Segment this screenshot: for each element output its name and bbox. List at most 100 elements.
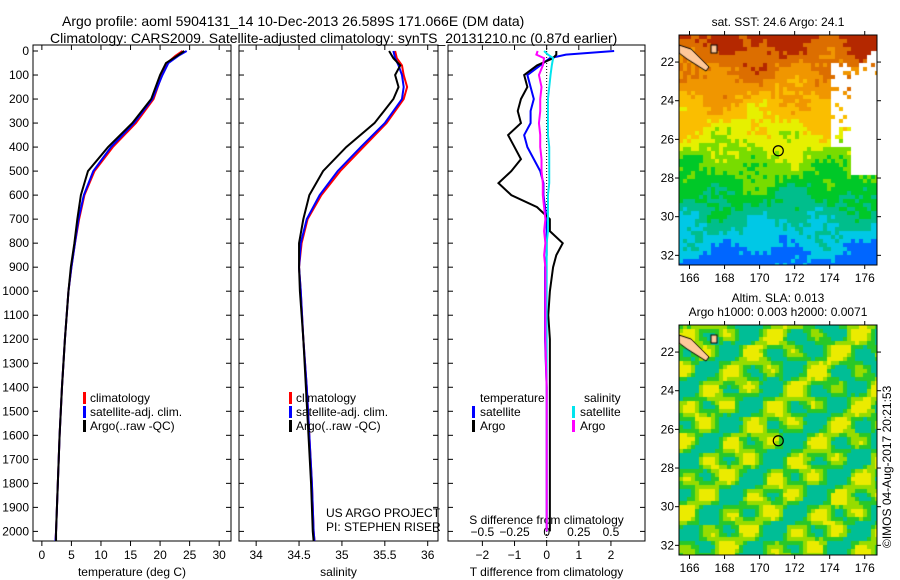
legend-salinity-title: salinity xyxy=(584,391,621,405)
x-tick-label: 34 xyxy=(249,548,263,562)
figure-subtitle: Climatology: CARS2009. Satellite-adjuste… xyxy=(50,30,618,46)
series-line-salinity-argo xyxy=(535,50,548,532)
sla-map-title-2: Argo h1000: 0.003 h2000: 0.0071 xyxy=(688,305,868,319)
legend-swatch xyxy=(83,392,86,404)
x-axis-label: salinity xyxy=(320,565,357,579)
lon-tick-label: 172 xyxy=(785,271,805,285)
x-tick-label: 5 xyxy=(68,548,75,562)
y-tick-label: 1100 xyxy=(3,308,29,322)
legend-swatch xyxy=(83,420,86,432)
profile-plots: 0100200300400500600700800900100011001200… xyxy=(2,44,646,579)
lon-tick-label: 176 xyxy=(855,271,875,285)
x-axis-label: temperature (deg C) xyxy=(78,565,186,579)
figure-title: Argo profile: aoml 5904131_14 10-Dec-201… xyxy=(62,13,525,29)
x-tick-label: 30 xyxy=(212,548,226,562)
lat-tick-label: −30 xyxy=(660,500,674,514)
y-tick-label: 800 xyxy=(9,236,29,250)
x-tick-label: 15 xyxy=(124,548,138,562)
x-tick-label: 20 xyxy=(153,548,167,562)
y-tick-label: 1600 xyxy=(2,428,29,442)
lat-tick-label: −24 xyxy=(660,94,674,108)
series-line-argo xyxy=(298,50,402,542)
lat-tick-label: −32 xyxy=(660,248,674,262)
legend-swatch xyxy=(289,392,292,404)
x-tick-label: −2 xyxy=(476,548,490,562)
x-tick-label: 0 xyxy=(543,548,550,562)
legend-swatch xyxy=(472,420,475,432)
lon-tick-label: 168 xyxy=(715,271,735,285)
lat-tick-label: −32 xyxy=(660,538,674,552)
series-line-climatology xyxy=(54,50,184,542)
lat-tick-label: −22 xyxy=(660,55,674,69)
series-line-temperature-satellite xyxy=(523,50,615,532)
y-tick-label: 1900 xyxy=(2,500,29,514)
y-tick-label: 1400 xyxy=(2,380,29,394)
y-tick-label: 900 xyxy=(9,260,29,274)
legend-swatch xyxy=(83,406,86,418)
legend-label: Argo xyxy=(580,419,606,433)
x-tick-label: 1 xyxy=(575,548,582,562)
legend-temperature-title: temperature xyxy=(480,391,545,405)
lon-tick-label: 166 xyxy=(679,271,699,285)
map-frame xyxy=(678,324,878,556)
y-tick-label: 0 xyxy=(22,44,29,58)
y-tick-label: 300 xyxy=(9,116,29,130)
sst-map-title: sat. SST: 24.6 Argo: 24.1 xyxy=(711,15,845,29)
legend-label: climatology xyxy=(296,391,356,405)
legend-label: Argo(..raw -QC) xyxy=(296,419,381,433)
legend-swatch xyxy=(472,406,475,418)
series-line-satellite-adj. xyxy=(298,50,405,542)
y-tick-label: 100 xyxy=(9,68,29,82)
y-tick-label: 600 xyxy=(9,188,29,202)
s-tick-label: −0.5 xyxy=(471,525,495,539)
legend-swatch xyxy=(289,420,292,432)
lat-tick-label: −26 xyxy=(660,132,674,146)
series-line-satellite-adj. xyxy=(54,50,188,542)
lat-tick-label: −26 xyxy=(660,422,674,436)
x-tick-label: 0 xyxy=(39,548,46,562)
y-tick-label: 200 xyxy=(9,92,29,106)
lon-tick-label: 168 xyxy=(715,561,735,575)
x-tick-label: 35.5 xyxy=(373,548,397,562)
s-tick-label: 0 xyxy=(543,525,550,539)
y-tick-label: 1800 xyxy=(2,476,29,490)
y-tick-label: 1300 xyxy=(2,356,29,370)
lat-tick-label: −24 xyxy=(660,384,674,398)
lat-tick-label: −28 xyxy=(660,171,674,185)
legend-label: satellite-adj. clim. xyxy=(90,405,182,419)
x-tick-label: 10 xyxy=(94,548,108,562)
plot-frame-salinity xyxy=(238,44,439,542)
map-axes: 166 168 170 172 174 176 −22 −24 −26 −28 −30 −32 166 1… xyxy=(660,31,881,575)
sst-map xyxy=(679,35,877,265)
series-line-climatology xyxy=(298,50,409,542)
legend-label: satellite-adj. clim. xyxy=(296,405,388,419)
y-tick-label: 500 xyxy=(9,164,29,178)
s-tick-label: 0.25 xyxy=(567,525,591,539)
lon-tick-label: 172 xyxy=(785,561,805,575)
legend-label: satellite xyxy=(480,405,521,419)
copyright-text: ©IMOS 04-Aug-2017 20:21:53 xyxy=(880,385,894,548)
y-tick-label: 2000 xyxy=(2,524,29,538)
s-tick-label: −0.25 xyxy=(499,525,530,539)
legend-label: Argo xyxy=(480,419,506,433)
lon-tick-label: 174 xyxy=(820,561,840,575)
y-tick-label: 400 xyxy=(9,140,29,154)
y-tick-label: 1000 xyxy=(2,284,29,298)
lon-tick-label: 176 xyxy=(855,561,875,575)
legend-swatch xyxy=(572,406,575,418)
argo-float-marker xyxy=(772,435,784,447)
legend-swatch xyxy=(289,406,292,418)
x-tick-label: 2 xyxy=(608,548,615,562)
y-tick-label: 1700 xyxy=(2,452,29,466)
x-tick-label: −1 xyxy=(508,548,522,562)
x-tick-label: 25 xyxy=(183,548,197,562)
plot-frame-temperature xyxy=(32,44,232,542)
x-tick-label: 35 xyxy=(335,548,349,562)
project-annotation: US ARGO PROJECT xyxy=(326,506,441,520)
lon-tick-label: 174 xyxy=(820,271,840,285)
x-tick-label: 36 xyxy=(421,548,435,562)
sla-map xyxy=(679,325,877,555)
legend-swatch xyxy=(572,420,575,432)
y-tick-label: 1500 xyxy=(2,404,29,418)
